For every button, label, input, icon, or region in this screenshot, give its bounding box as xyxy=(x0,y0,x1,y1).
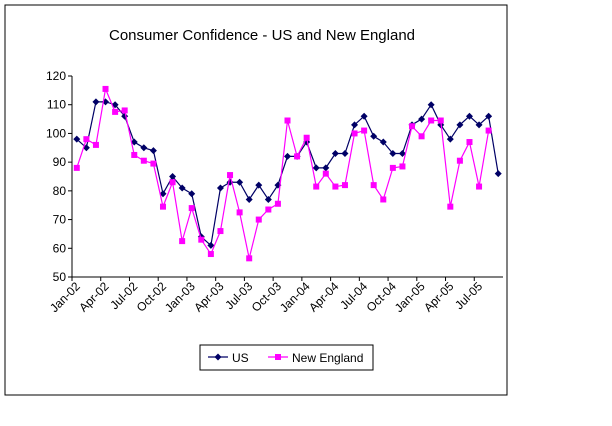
point-marker xyxy=(312,164,320,172)
point-marker xyxy=(351,121,359,129)
point-marker xyxy=(169,173,177,180)
point-marker xyxy=(360,112,368,120)
legend-label: New England xyxy=(292,351,363,365)
point-marker xyxy=(485,127,492,134)
point-marker xyxy=(399,163,406,170)
point-marker xyxy=(245,195,253,203)
point-marker xyxy=(246,255,253,262)
point-marker xyxy=(92,141,99,148)
point-marker xyxy=(73,164,80,171)
y-tick-label: 50 xyxy=(53,270,67,284)
point-marker xyxy=(322,164,330,172)
point-marker xyxy=(150,160,157,167)
point-marker xyxy=(418,115,426,123)
point-marker xyxy=(92,98,100,106)
point-marker xyxy=(370,182,377,189)
point-marker xyxy=(465,112,473,120)
y-tick-label: 80 xyxy=(53,184,67,198)
point-marker xyxy=(149,147,157,155)
point-marker xyxy=(255,216,262,223)
point-marker xyxy=(494,170,502,178)
point-marker xyxy=(447,203,454,210)
point-marker xyxy=(216,184,224,192)
point-marker xyxy=(475,121,483,129)
point-marker xyxy=(303,134,310,141)
y-tick-label: 110 xyxy=(47,98,66,112)
point-marker xyxy=(207,241,215,249)
y-tick-label: 70 xyxy=(53,213,67,227)
point-marker xyxy=(274,200,281,207)
y-tick-label: 60 xyxy=(53,241,67,255)
point-marker xyxy=(255,181,263,189)
point-marker xyxy=(217,228,224,235)
legend-label: US xyxy=(232,351,249,365)
point-marker xyxy=(169,179,176,186)
point-marker xyxy=(389,150,397,158)
point-marker xyxy=(485,112,493,120)
point-marker xyxy=(131,151,138,158)
point-marker xyxy=(188,205,195,212)
point-marker xyxy=(313,183,320,190)
point-marker xyxy=(427,101,435,109)
point-marker xyxy=(418,133,425,140)
point-marker xyxy=(207,251,214,258)
point-marker xyxy=(456,157,463,164)
point-marker xyxy=(121,107,128,114)
point-marker xyxy=(73,135,81,143)
point-marker xyxy=(294,153,301,160)
point-marker xyxy=(332,183,339,190)
point-marker xyxy=(179,238,186,245)
point-marker xyxy=(159,190,167,198)
point-marker xyxy=(275,354,281,360)
point-marker xyxy=(102,85,109,92)
point-marker xyxy=(140,157,147,164)
point-marker xyxy=(140,144,148,152)
y-tick-label: 100 xyxy=(46,126,66,140)
point-marker xyxy=(188,190,196,198)
point-marker xyxy=(236,178,244,186)
point-marker xyxy=(456,121,464,129)
point-marker xyxy=(178,184,186,192)
point-marker xyxy=(265,206,272,213)
point-marker xyxy=(389,164,396,171)
point-marker xyxy=(341,150,349,158)
point-marker xyxy=(428,117,435,124)
point-marker xyxy=(351,130,358,137)
point-marker xyxy=(398,150,406,158)
point-marker xyxy=(409,123,416,130)
point-marker xyxy=(361,127,368,134)
point-marker xyxy=(370,132,378,140)
y-tick-label: 120 xyxy=(46,69,66,83)
point-marker xyxy=(227,172,234,179)
point-marker xyxy=(466,139,473,146)
chart-title: Consumer Confidence - US and New England xyxy=(109,27,415,44)
point-marker xyxy=(112,108,119,115)
point-marker xyxy=(331,150,339,158)
point-marker xyxy=(380,196,387,203)
point-marker xyxy=(159,203,166,210)
chart-area xyxy=(4,4,508,396)
point-marker xyxy=(236,209,243,216)
point-marker xyxy=(284,152,291,160)
point-marker xyxy=(130,138,138,146)
point-marker xyxy=(83,136,90,143)
point-marker xyxy=(284,117,291,124)
point-marker xyxy=(341,182,348,189)
point-marker xyxy=(446,135,454,143)
point-marker xyxy=(214,353,222,361)
point-marker xyxy=(437,117,444,124)
point-marker xyxy=(198,236,205,243)
y-tick-label: 90 xyxy=(53,155,67,169)
point-marker xyxy=(379,138,387,146)
point-marker xyxy=(322,170,329,177)
point-marker xyxy=(476,183,483,190)
point-marker xyxy=(264,195,272,203)
